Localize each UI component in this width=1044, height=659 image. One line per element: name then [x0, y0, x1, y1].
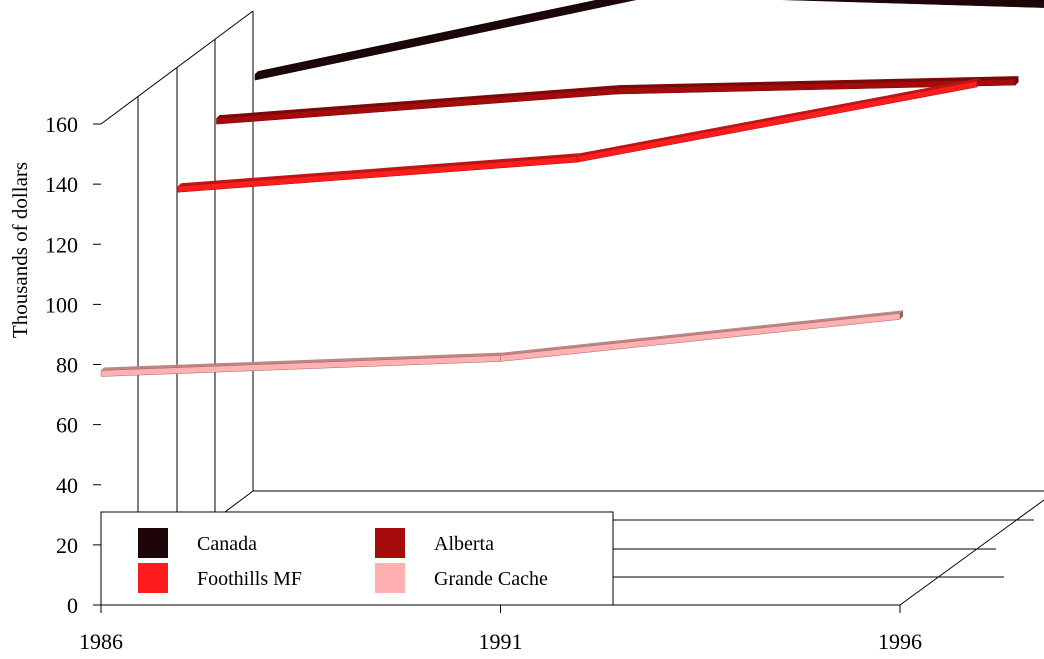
y-tick-label: 160	[45, 112, 78, 137]
ribbon-front-face	[216, 87, 617, 125]
series-canada	[254, 0, 1044, 81]
ribbon-front-face	[781, 0, 1044, 8]
legend-label: Alberta	[434, 533, 494, 555]
ribbon-end-cap	[977, 78, 980, 88]
x-tick-label: 1996	[878, 629, 922, 654]
ribbon-front-face	[254, 0, 637, 81]
y-axis: 0 20 40 60 80 100 120 140 160	[45, 112, 101, 618]
y-axis-title: Thousands of dollars	[8, 162, 32, 338]
ribbon-end-cap	[1015, 76, 1019, 86]
legend-swatch	[375, 563, 405, 593]
ribbon-top-face	[577, 78, 980, 157]
series-foothills-mf	[177, 78, 980, 193]
ribbon-top-face	[101, 352, 504, 371]
ribbon-top-face	[500, 310, 903, 356]
y-tick-label: 80	[56, 353, 78, 378]
y-tick-label: 20	[56, 533, 78, 558]
x-tick-label: 1991	[479, 629, 523, 654]
y-tick-label: 100	[45, 292, 78, 317]
x-axis: 1986 1991 1996	[79, 605, 922, 654]
legend-swatch	[138, 528, 168, 558]
legend-box	[100, 511, 614, 606]
y-tick-label: 0	[67, 593, 78, 618]
legend-swatch	[138, 563, 168, 593]
series-layer	[100, 0, 1044, 377]
ribbon-end-cap	[900, 310, 903, 320]
x-tick-label: 1986	[79, 629, 123, 654]
legend-label: Canada	[197, 533, 257, 555]
series-alberta	[216, 76, 1019, 125]
y-tick-label: 40	[56, 473, 78, 498]
legend: Canada Alberta Foothills MF Grande Cache	[100, 511, 614, 606]
ribbon-top-face	[616, 76, 1019, 89]
series-grande-cache	[100, 310, 903, 377]
floor-right-edge	[899, 499, 1044, 606]
legend-swatch	[375, 528, 405, 558]
ribbon-front-face	[500, 313, 901, 362]
y-tick-label: 120	[45, 232, 78, 257]
ribbon-top-face	[178, 153, 581, 187]
legend-label: Foothills MF	[197, 568, 302, 590]
y-tick-label: 140	[45, 172, 78, 197]
y-tick-label: 60	[56, 413, 78, 438]
ribbon-front-face	[177, 155, 578, 193]
legend-label: Grande Cache	[434, 568, 548, 590]
ribbon-top-face	[216, 85, 619, 119]
